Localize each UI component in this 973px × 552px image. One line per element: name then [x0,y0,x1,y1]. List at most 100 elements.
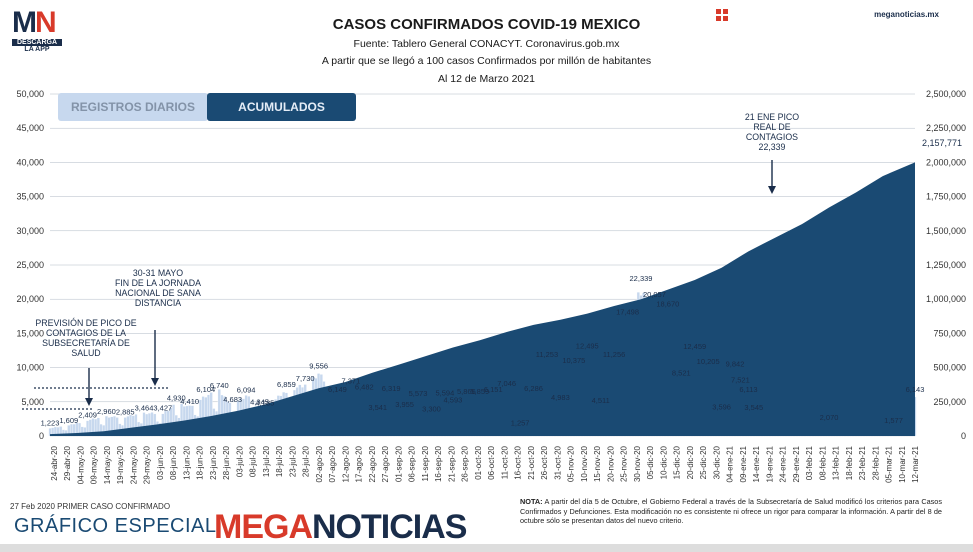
x-tick-label: 07-ago-20 [328,445,337,482]
daily-value-label: 7,371 [341,377,360,386]
x-tick-label: 13-jul-20 [262,445,271,477]
x-tick-label: 18-jun-20 [196,445,205,479]
daily-value-label: 9,842 [726,360,745,369]
y-left-tick: 10,000 [16,363,44,373]
x-tick-label: 04-may-20 [76,445,85,484]
y-right-tick: 1,750,000 [926,192,966,202]
x-tick-label: 12-mar-21 [911,445,920,482]
x-tick-label: 16-sep-20 [434,445,443,482]
x-tick-label: 11-oct-20 [500,445,509,479]
y-right-tick: 2,000,000 [926,157,966,167]
daily-value-label: 2,070 [820,413,839,422]
daily-value-label: 8,521 [672,369,691,378]
date-line: Al 12 de Marzo 2021 [438,73,535,85]
x-tick-label: 01-oct-20 [474,445,483,479]
x-tick-label: 29-may-20 [143,445,152,484]
x-tick-label: 25-nov-20 [620,445,629,482]
forecast-line-2: CONTAGIOS DE LA [45,328,126,338]
x-tick-label: 21-oct-20 [527,445,536,479]
daily-value-label: 4,511 [592,396,610,405]
daily-value-label: 6,151 [484,385,503,394]
daily-value-label: 22,339 [630,274,653,283]
brand-meganoticias: MEGANOTICIAS [214,508,467,547]
y-left-tick: 50,000 [16,89,44,99]
y-right-tick: 1,250,000 [926,260,966,270]
daily-value-label: 3,464 [135,403,154,412]
x-tick-label: 25-dic-20 [699,445,708,479]
logo-app: LA APP [24,46,50,53]
subtitle-line: A partir que se llegó a 100 casos Confir… [321,55,652,67]
bottom-bar [0,544,973,552]
daily-value-label: 2,960 [97,407,116,416]
tab-acumulados[interactable]: ACUMULADOS [207,93,356,121]
daily-value-label: 5,859 [470,387,489,396]
forecast-arrow-head [85,398,93,406]
y-left-tick: 5,000 [21,397,44,407]
x-tick-label: 13-feb-21 [832,445,841,480]
x-tick-label: 06-oct-20 [487,445,496,479]
x-tick-label: 24-abr-20 [50,445,59,480]
daily-value-label: 4,185 [256,398,275,407]
x-tick-label: 26-sep-20 [461,445,470,482]
daily-value-label: 1,577 [884,416,903,425]
note-text: A partir del día 5 de Octubre, el Gobier… [520,497,942,526]
site-link[interactable]: meganoticias.mx [874,10,939,19]
daily-value-label: 6,149 [328,385,347,394]
x-tick-label: 17-ago-20 [355,445,364,482]
app-logo[interactable]: MN DESCARGA LA APP [12,6,62,53]
daily-value-label: 9,556 [309,362,328,371]
x-tick-label: 26-oct-20 [540,445,549,479]
may-line-4: DISTANCIA [134,298,182,308]
daily-value-label: 4,683 [223,395,242,404]
daily-value-label: 3,300 [422,404,441,413]
x-tick-label: 31-oct-20 [553,445,562,479]
x-tick-label: 01-sep-20 [394,445,403,482]
daily-value-label: 6,740 [210,381,229,390]
x-tick-label: 24-ene-21 [779,445,788,482]
daily-value-label: 12,459 [683,342,706,351]
x-tick-label: 28-jul-20 [302,445,311,477]
peak-line-3: CONTAGIOS [745,132,799,142]
x-tick-label: 19-ene-21 [765,445,774,482]
first-case-note: 27 Feb 2020 PRIMER CASO CONFIRMADO [10,502,171,511]
forecast-annotation: PREVISIÓN DE PICO DE CONTAGIOS DE LA SUB… [26,318,146,358]
cumulative-area [50,140,915,436]
x-tick-label: 05-dic-20 [646,445,655,479]
daily-value-label: 1,257 [511,418,530,427]
daily-value-label: 1,223 [41,419,60,428]
x-tick-label: 29-ene-21 [792,445,801,482]
may-annotation: 30-31 MAYO FIN DE LA JORNADA NACIONAL DE… [98,268,218,308]
logo-n: N [35,6,57,39]
x-tick-label: 15-dic-20 [673,445,682,479]
may-line-3: NACIONAL DE SANA [115,288,201,298]
peak-arrow-head [768,186,776,194]
daily-value-label: 2,409 [78,411,97,420]
y-right-tick: 750,000 [933,328,966,338]
daily-value-label: 6,859 [277,380,296,389]
x-tick-label: 20-nov-20 [606,445,615,482]
x-tick-label: 30-nov-20 [633,445,642,482]
x-tick-label: 03-jun-20 [156,445,165,479]
x-tick-label: 03-jul-20 [235,445,244,477]
tab-registros-diarios[interactable]: REGISTROS DIARIOS [58,93,208,121]
x-tick-label: 23-feb-21 [858,445,867,480]
daily-value-label: 3,541 [368,403,387,412]
daily-value-label: 12,495 [576,342,599,351]
daily-value-label: 7,521 [731,376,750,385]
note-label: NOTA: [520,497,543,506]
page-title: CASOS CONFIRMADOS COVID-19 MEXICO [332,16,641,33]
x-tick-label: 21-sep-20 [447,445,456,482]
daily-value-label: 6,143 [906,385,925,394]
forecast-line-3: SUBSECRETARÍA DE [42,338,130,348]
x-tick-label: 11-sep-20 [421,445,430,481]
x-tick-label: 20-dic-20 [686,445,695,479]
x-tick-label: 22-ago-20 [368,445,377,482]
x-tick-label: 08-feb-21 [818,445,827,480]
y-axis-left: 50,000 45,000 40,000 35,000 30,000 25,000 20,0… [16,89,44,441]
daily-value-label: 17,498 [616,307,639,316]
daily-value-label: 2,885 [116,407,135,416]
may-arrow-head [151,378,159,386]
daily-value-label: 6,104 [196,385,215,394]
forecast-line-1: PREVISIÓN DE PICO DE [35,318,137,328]
x-tick-label: 10-mar-21 [898,445,907,482]
